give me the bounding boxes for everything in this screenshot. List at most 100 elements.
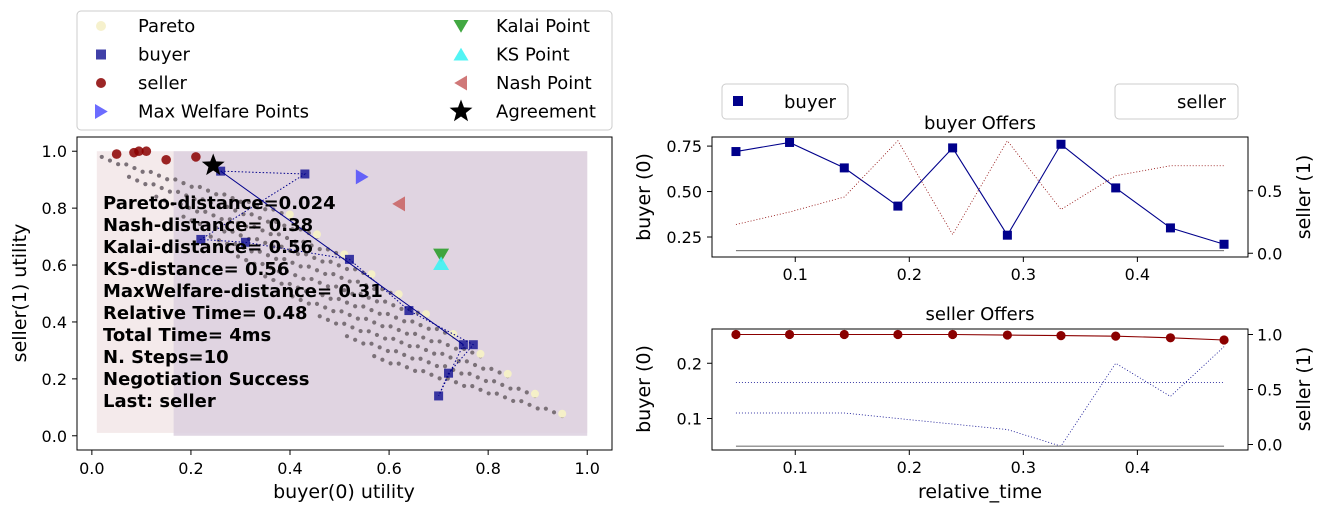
outcome-dot [317, 314, 322, 319]
ks-point [433, 256, 450, 271]
outcome-dot [205, 188, 211, 193]
pareto-point [476, 349, 485, 358]
outcome-dot [388, 324, 393, 329]
utility-legend: Pareto buyer seller Max Welfare Points Kalai… [95, 16, 596, 123]
outcome-dot [135, 178, 140, 183]
outcome-dot [244, 224, 249, 229]
y-tick-label: 0.1 [677, 410, 702, 429]
outcome-dot [290, 260, 295, 265]
outcome-dot [320, 259, 325, 264]
pareto-point [313, 230, 322, 239]
outcome-dot [189, 184, 194, 189]
outcome-dot [178, 202, 183, 207]
outcome-dot [268, 265, 273, 270]
outcome-dot [500, 382, 505, 387]
buyer-trace-segment [220, 170, 464, 346]
x-tick-label: 0.2 [178, 459, 203, 478]
outcome-dot [230, 196, 235, 201]
outcome-dot [197, 184, 202, 190]
stat-line: Kalai-distance= 0.56 [103, 237, 313, 258]
outcome-dot [249, 249, 254, 254]
outcome-dot [293, 239, 298, 244]
outcome-dot [214, 225, 219, 230]
outcome-dot [472, 362, 478, 368]
outcome-dot [511, 398, 516, 404]
buyer-offer-marker [1165, 223, 1175, 233]
outcome-dot [481, 366, 486, 371]
outcome-dot [282, 223, 287, 228]
outcome-dot [437, 339, 442, 344]
seller-offers-right-axis-label: seller (1) [1293, 347, 1315, 432]
buyer-offers-frame [711, 136, 1249, 258]
outcome-dot [301, 276, 306, 281]
seller-offer-point [191, 152, 201, 162]
x-tick-label: 0.8 [475, 459, 500, 478]
outcome-dot [257, 249, 262, 254]
outcome-dot [404, 331, 410, 336]
seller-offer-point [111, 149, 122, 159]
seller-offer-marker [893, 329, 903, 340]
x-tick-label: 1.0 [575, 459, 600, 478]
stat-line: Total Time= 4ms [103, 325, 271, 346]
outcome-dot [159, 185, 164, 191]
outcome-dot [333, 284, 339, 289]
outcome-dot [287, 281, 292, 287]
agreement-point [201, 153, 225, 176]
outcome-dot [363, 316, 369, 321]
outcome-dot [535, 406, 540, 411]
outcome-dot [396, 361, 401, 366]
buyer-offer-point [468, 340, 478, 350]
outcome-dot [290, 294, 295, 299]
seller-offers-plot [731, 329, 1229, 447]
outcome-dot [437, 376, 442, 381]
buyer-offer-line [735, 141, 1225, 245]
pareto-point [530, 389, 539, 398]
x-tick-label: 0.6 [376, 459, 401, 478]
legend-marker [96, 21, 106, 31]
buyer-offer-point [404, 306, 414, 316]
outcome-dot [154, 194, 159, 199]
outcome-dot [167, 189, 172, 194]
outcome-dot [317, 280, 322, 285]
outcome-dot [434, 363, 439, 369]
utility-x-axis-label: buyer(0) utility [273, 481, 415, 503]
negotiation-stats: Pareto-distance=0.024 Nash-distance= 0.3… [103, 193, 383, 412]
outcome-dot [475, 375, 480, 380]
outcome-dot [344, 300, 350, 305]
buyer-offer-point [300, 169, 310, 179]
stat-line: Relative Time= 0.48 [103, 303, 308, 324]
legend-label: Max Welfare Points [138, 102, 309, 123]
right-tick-label: 0.0 [1257, 436, 1282, 455]
outcome-dot [399, 340, 404, 345]
outcome-dot [410, 319, 415, 324]
outcome-dot [268, 231, 273, 237]
outcome-dot [361, 304, 366, 309]
outcome-dot [342, 321, 347, 326]
legend-marker [449, 99, 473, 122]
y-tick-label: 0.6 [42, 256, 67, 275]
outcome-dot [306, 264, 311, 269]
right-tick-label: 1.0 [1257, 326, 1282, 345]
legend-marker [453, 47, 469, 61]
outcome-dot [254, 237, 260, 242]
seller-offer-marker [839, 329, 849, 340]
buyer-offer-point [344, 254, 354, 264]
utility-plot-frame [76, 136, 613, 451]
outcome-dot [432, 351, 437, 356]
outcome-dot [429, 339, 434, 344]
pareto-point [394, 290, 403, 299]
outcome-dot [429, 372, 434, 377]
buyer-offer-marker [1219, 239, 1229, 249]
outcome-dot [492, 379, 497, 384]
outcome-dot [366, 295, 371, 300]
outcome-dot [527, 402, 532, 407]
outcome-dot [489, 366, 494, 371]
buyer-offer-point [216, 166, 226, 176]
utility-axis-ticks: 0.0 0.0 0.2 0.2 0.4 0.4 0.6 0.6 0.8 0.8 1.0 1.0 [42, 142, 600, 478]
outcome-dot [148, 169, 153, 175]
outcome-dot [298, 297, 303, 303]
outcome-dot [388, 361, 393, 366]
outcome-dot [170, 201, 175, 207]
outcome-dot [410, 356, 415, 361]
outcome-dot [317, 247, 322, 252]
